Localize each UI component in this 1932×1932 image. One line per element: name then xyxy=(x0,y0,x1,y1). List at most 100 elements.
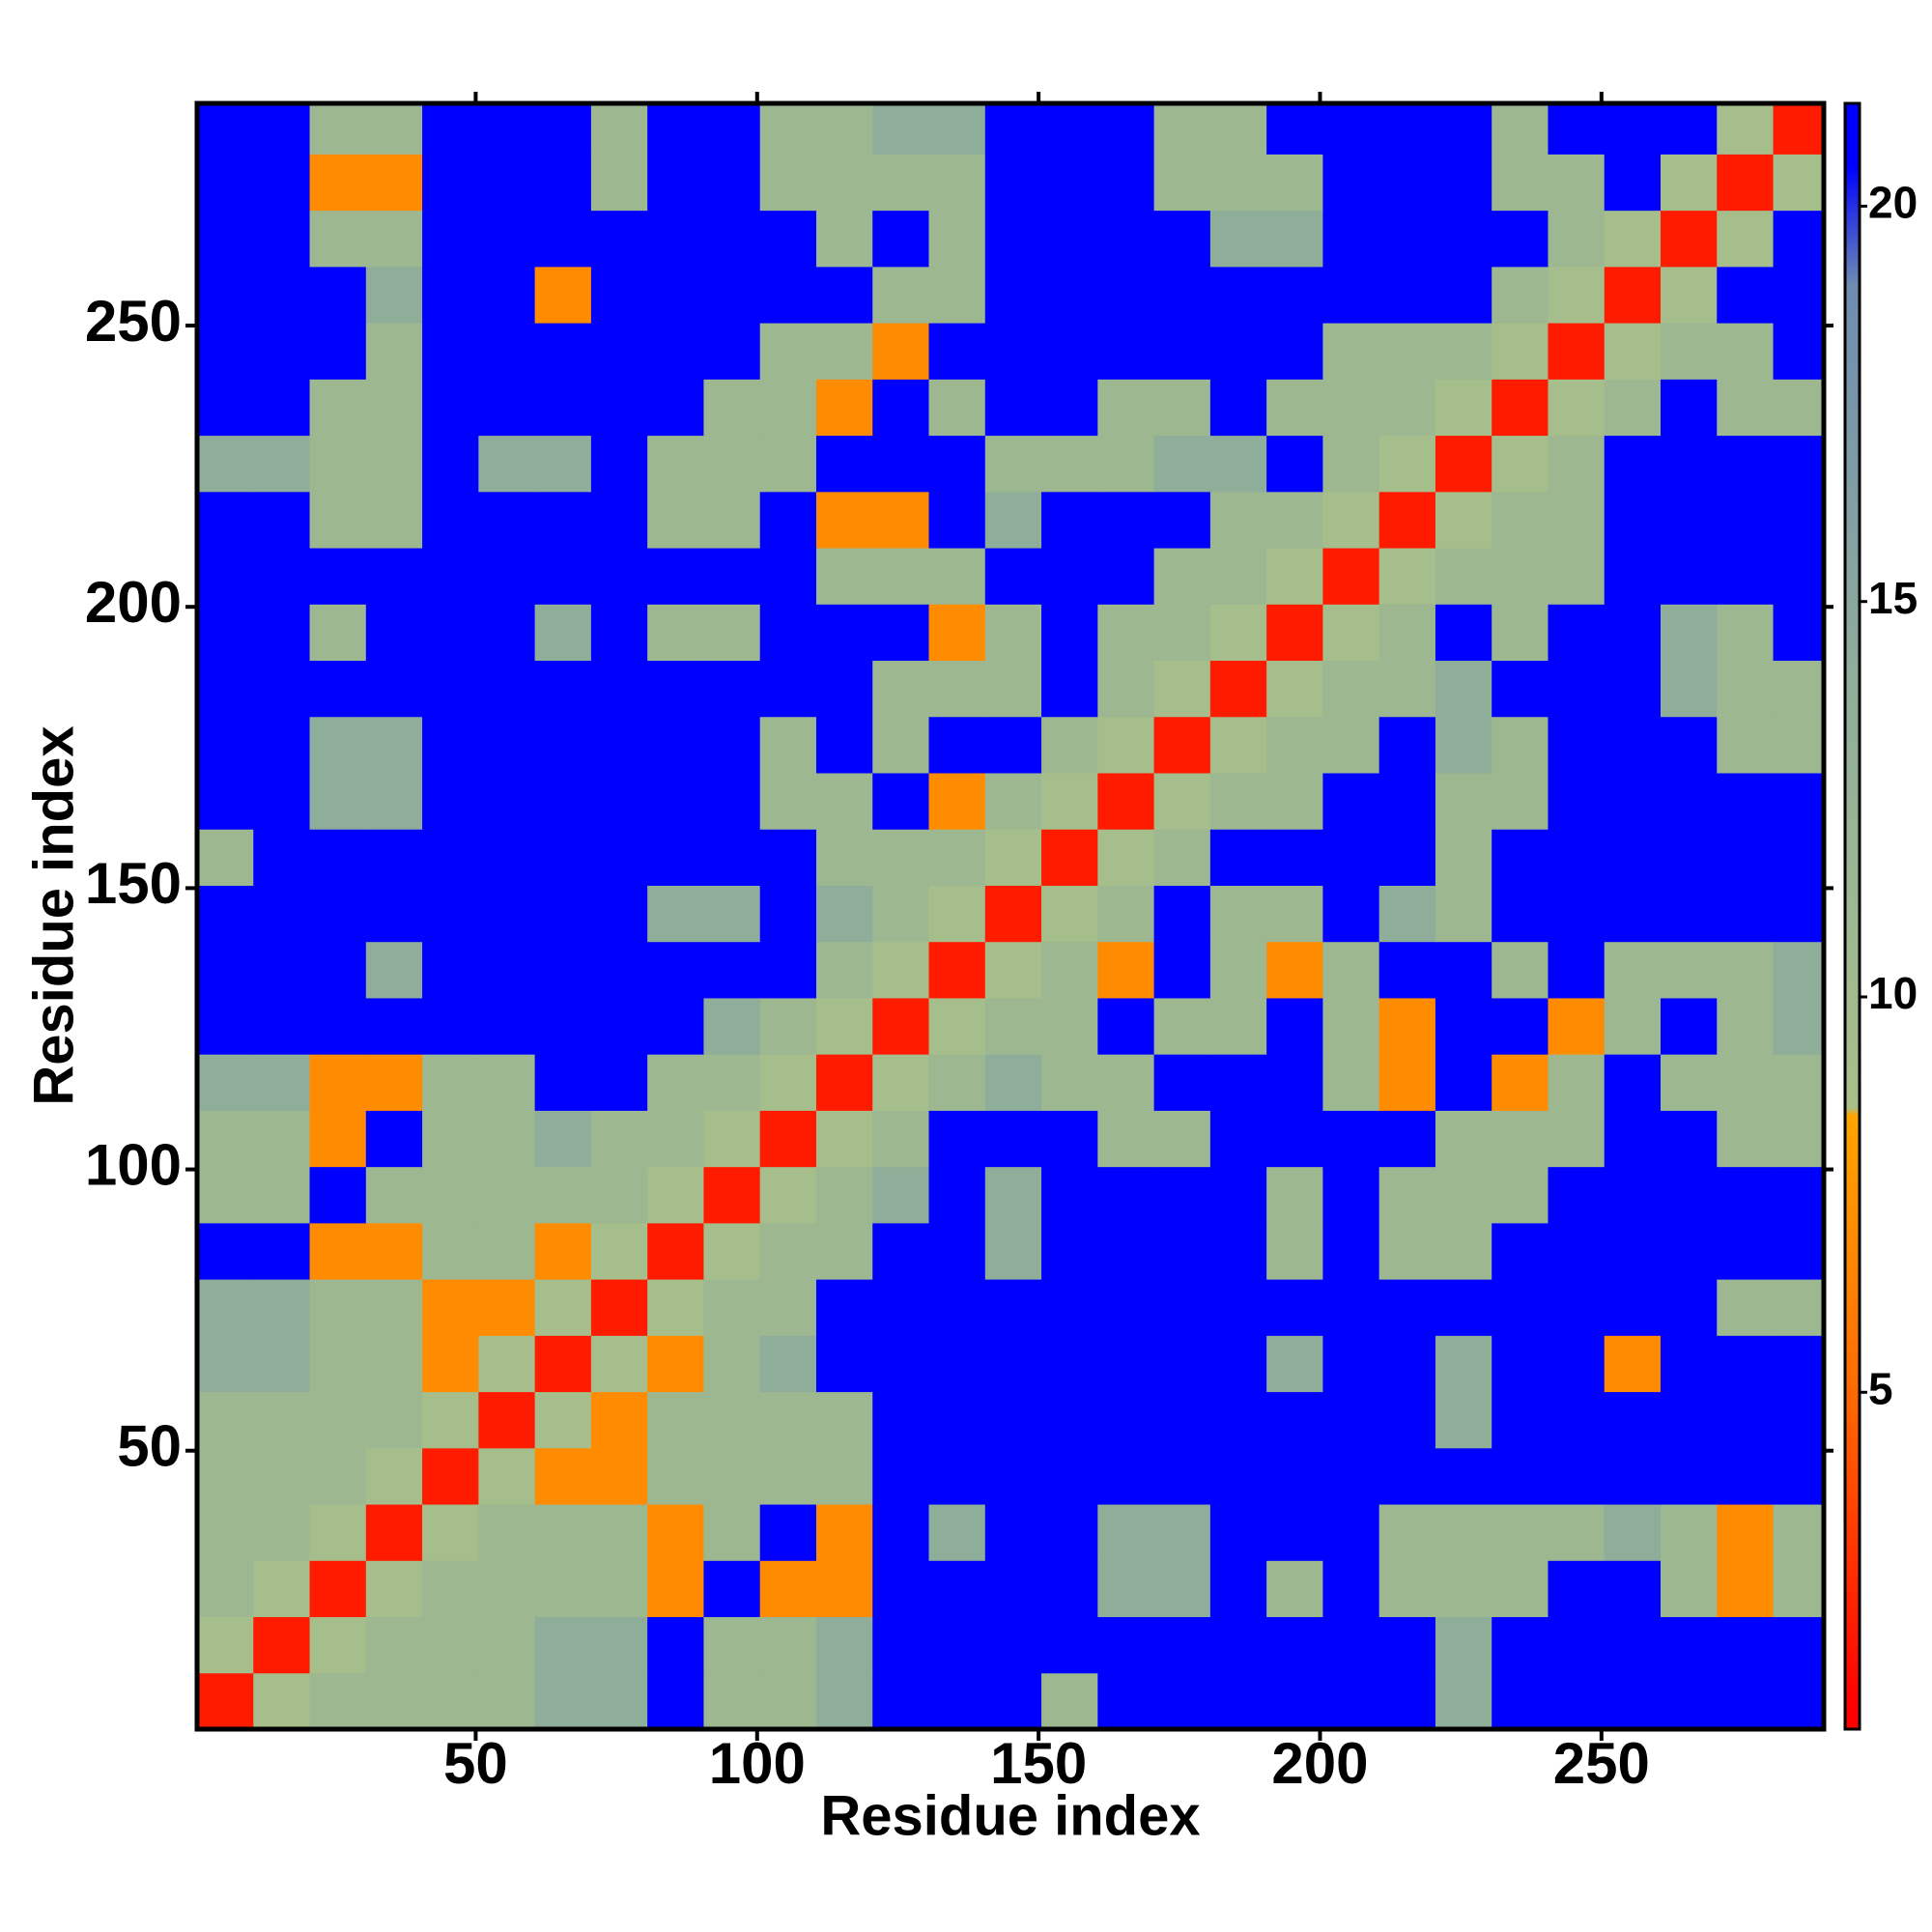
heatmap-cell xyxy=(478,885,536,943)
heatmap-cell xyxy=(197,1335,254,1393)
heatmap-cell xyxy=(1097,1166,1155,1224)
heatmap-cell xyxy=(1153,1054,1211,1111)
heatmap-cell xyxy=(253,548,311,605)
heatmap-cell xyxy=(1209,548,1267,605)
heatmap-cell xyxy=(984,548,1042,605)
heatmap-cell xyxy=(1661,1279,1718,1336)
heatmap-cell xyxy=(1604,323,1662,380)
heatmap-cell xyxy=(1435,1335,1492,1393)
heatmap-cell xyxy=(1717,1166,1775,1224)
heatmap-cell xyxy=(928,1166,986,1224)
heatmap-cell xyxy=(253,1335,311,1393)
heatmap-cell xyxy=(1266,491,1323,549)
heatmap-cell xyxy=(1041,1166,1098,1224)
heatmap-cell xyxy=(478,1560,536,1618)
heatmap-cell xyxy=(815,1279,873,1336)
heatmap-cell xyxy=(1322,1391,1380,1449)
heatmap-cell xyxy=(984,1672,1042,1729)
heatmap-cell xyxy=(1378,379,1436,437)
heatmap-cell xyxy=(759,1335,817,1393)
heatmap-cell xyxy=(1661,154,1718,212)
heatmap-cell xyxy=(647,1166,704,1224)
heatmap-cell xyxy=(1773,716,1824,774)
y-tick-label: 50 xyxy=(117,1414,182,1479)
heatmap-cell xyxy=(1209,266,1267,324)
heatmap-cell xyxy=(1378,548,1436,605)
heatmap-cell xyxy=(365,941,423,999)
heatmap-cell xyxy=(1492,1560,1548,1618)
heatmap-cell xyxy=(1097,266,1155,324)
heatmap-cell xyxy=(759,716,817,774)
heatmap-cell xyxy=(1773,379,1824,437)
heatmap-cell xyxy=(1322,829,1380,886)
heatmap-cell xyxy=(1322,1054,1380,1111)
heatmap-cell xyxy=(1492,491,1548,549)
heatmap-cell xyxy=(928,941,986,999)
heatmap-cell xyxy=(253,716,311,774)
heatmap-cell xyxy=(365,1279,423,1336)
heatmap-cell xyxy=(1322,548,1380,605)
heatmap-cell xyxy=(1548,154,1605,212)
heatmap-cell xyxy=(1322,1447,1380,1505)
heatmap-cell xyxy=(1266,1335,1323,1393)
heatmap-cell xyxy=(1773,660,1824,718)
heatmap-cell xyxy=(1661,773,1718,830)
heatmap-cell xyxy=(1773,1672,1824,1729)
heatmap-cell xyxy=(1041,1504,1098,1561)
heatmap-cell xyxy=(1604,379,1662,437)
heatmap-cell xyxy=(1041,1616,1098,1674)
heatmap-cell xyxy=(1604,1110,1662,1168)
heatmap-cell xyxy=(309,829,367,886)
heatmap-cell xyxy=(253,1616,311,1674)
heatmap-cell xyxy=(309,210,367,268)
heatmap-cell xyxy=(1378,604,1436,662)
heatmap-cell xyxy=(1773,1335,1824,1393)
heatmap-cell xyxy=(1604,1504,1662,1561)
heatmap-cell xyxy=(1717,1447,1775,1505)
heatmap-cell xyxy=(815,716,873,774)
heatmap-cell xyxy=(647,210,704,268)
heatmap-cell xyxy=(872,323,930,380)
heatmap-cell xyxy=(759,1222,817,1280)
heatmap-cell xyxy=(1661,323,1718,380)
heatmap-cell xyxy=(815,103,873,155)
heatmap-cell xyxy=(1604,1560,1662,1618)
heatmap-cell xyxy=(534,266,592,324)
heatmap-cell xyxy=(1153,1222,1211,1280)
heatmap-cell xyxy=(1435,435,1492,493)
heatmap-cell xyxy=(309,1054,367,1111)
heatmap-cell xyxy=(815,885,873,943)
heatmap-cell xyxy=(703,548,761,605)
heatmap-cell xyxy=(590,604,648,662)
heatmap-cell xyxy=(1097,1447,1155,1505)
heatmap-cell xyxy=(1548,491,1605,549)
heatmap-cell xyxy=(309,1504,367,1561)
heatmap-cell xyxy=(309,266,367,324)
heatmap-cell xyxy=(1492,773,1548,830)
heatmap-cell xyxy=(1548,1447,1605,1505)
heatmap-cell xyxy=(1097,323,1155,380)
heatmap-cell xyxy=(1773,435,1824,493)
heatmap-cell xyxy=(759,1391,817,1449)
heatmap-cell xyxy=(253,1279,311,1336)
heatmap-cell xyxy=(1097,154,1155,212)
heatmap-cell xyxy=(1266,1166,1323,1224)
heatmap-cell xyxy=(1041,435,1098,493)
heatmap-cell xyxy=(872,1222,930,1280)
heatmap-cell xyxy=(1266,323,1323,380)
heatmap-cell xyxy=(928,548,986,605)
heatmap-cell xyxy=(815,1616,873,1674)
heatmap-cell xyxy=(984,266,1042,324)
heatmap-cell xyxy=(590,941,648,999)
heatmap-cell xyxy=(309,548,367,605)
heatmap-cell xyxy=(1153,1447,1211,1505)
heatmap-cell xyxy=(309,103,367,155)
heatmap-cell xyxy=(1661,1222,1718,1280)
heatmap-cell xyxy=(478,1110,536,1168)
heatmap-cell xyxy=(590,379,648,437)
heatmap-cell xyxy=(759,1279,817,1336)
x-tick-label: 250 xyxy=(1553,1731,1650,1796)
heatmap-cell xyxy=(984,1447,1042,1505)
heatmap-cell xyxy=(365,491,423,549)
heatmap-cell xyxy=(1435,941,1492,999)
